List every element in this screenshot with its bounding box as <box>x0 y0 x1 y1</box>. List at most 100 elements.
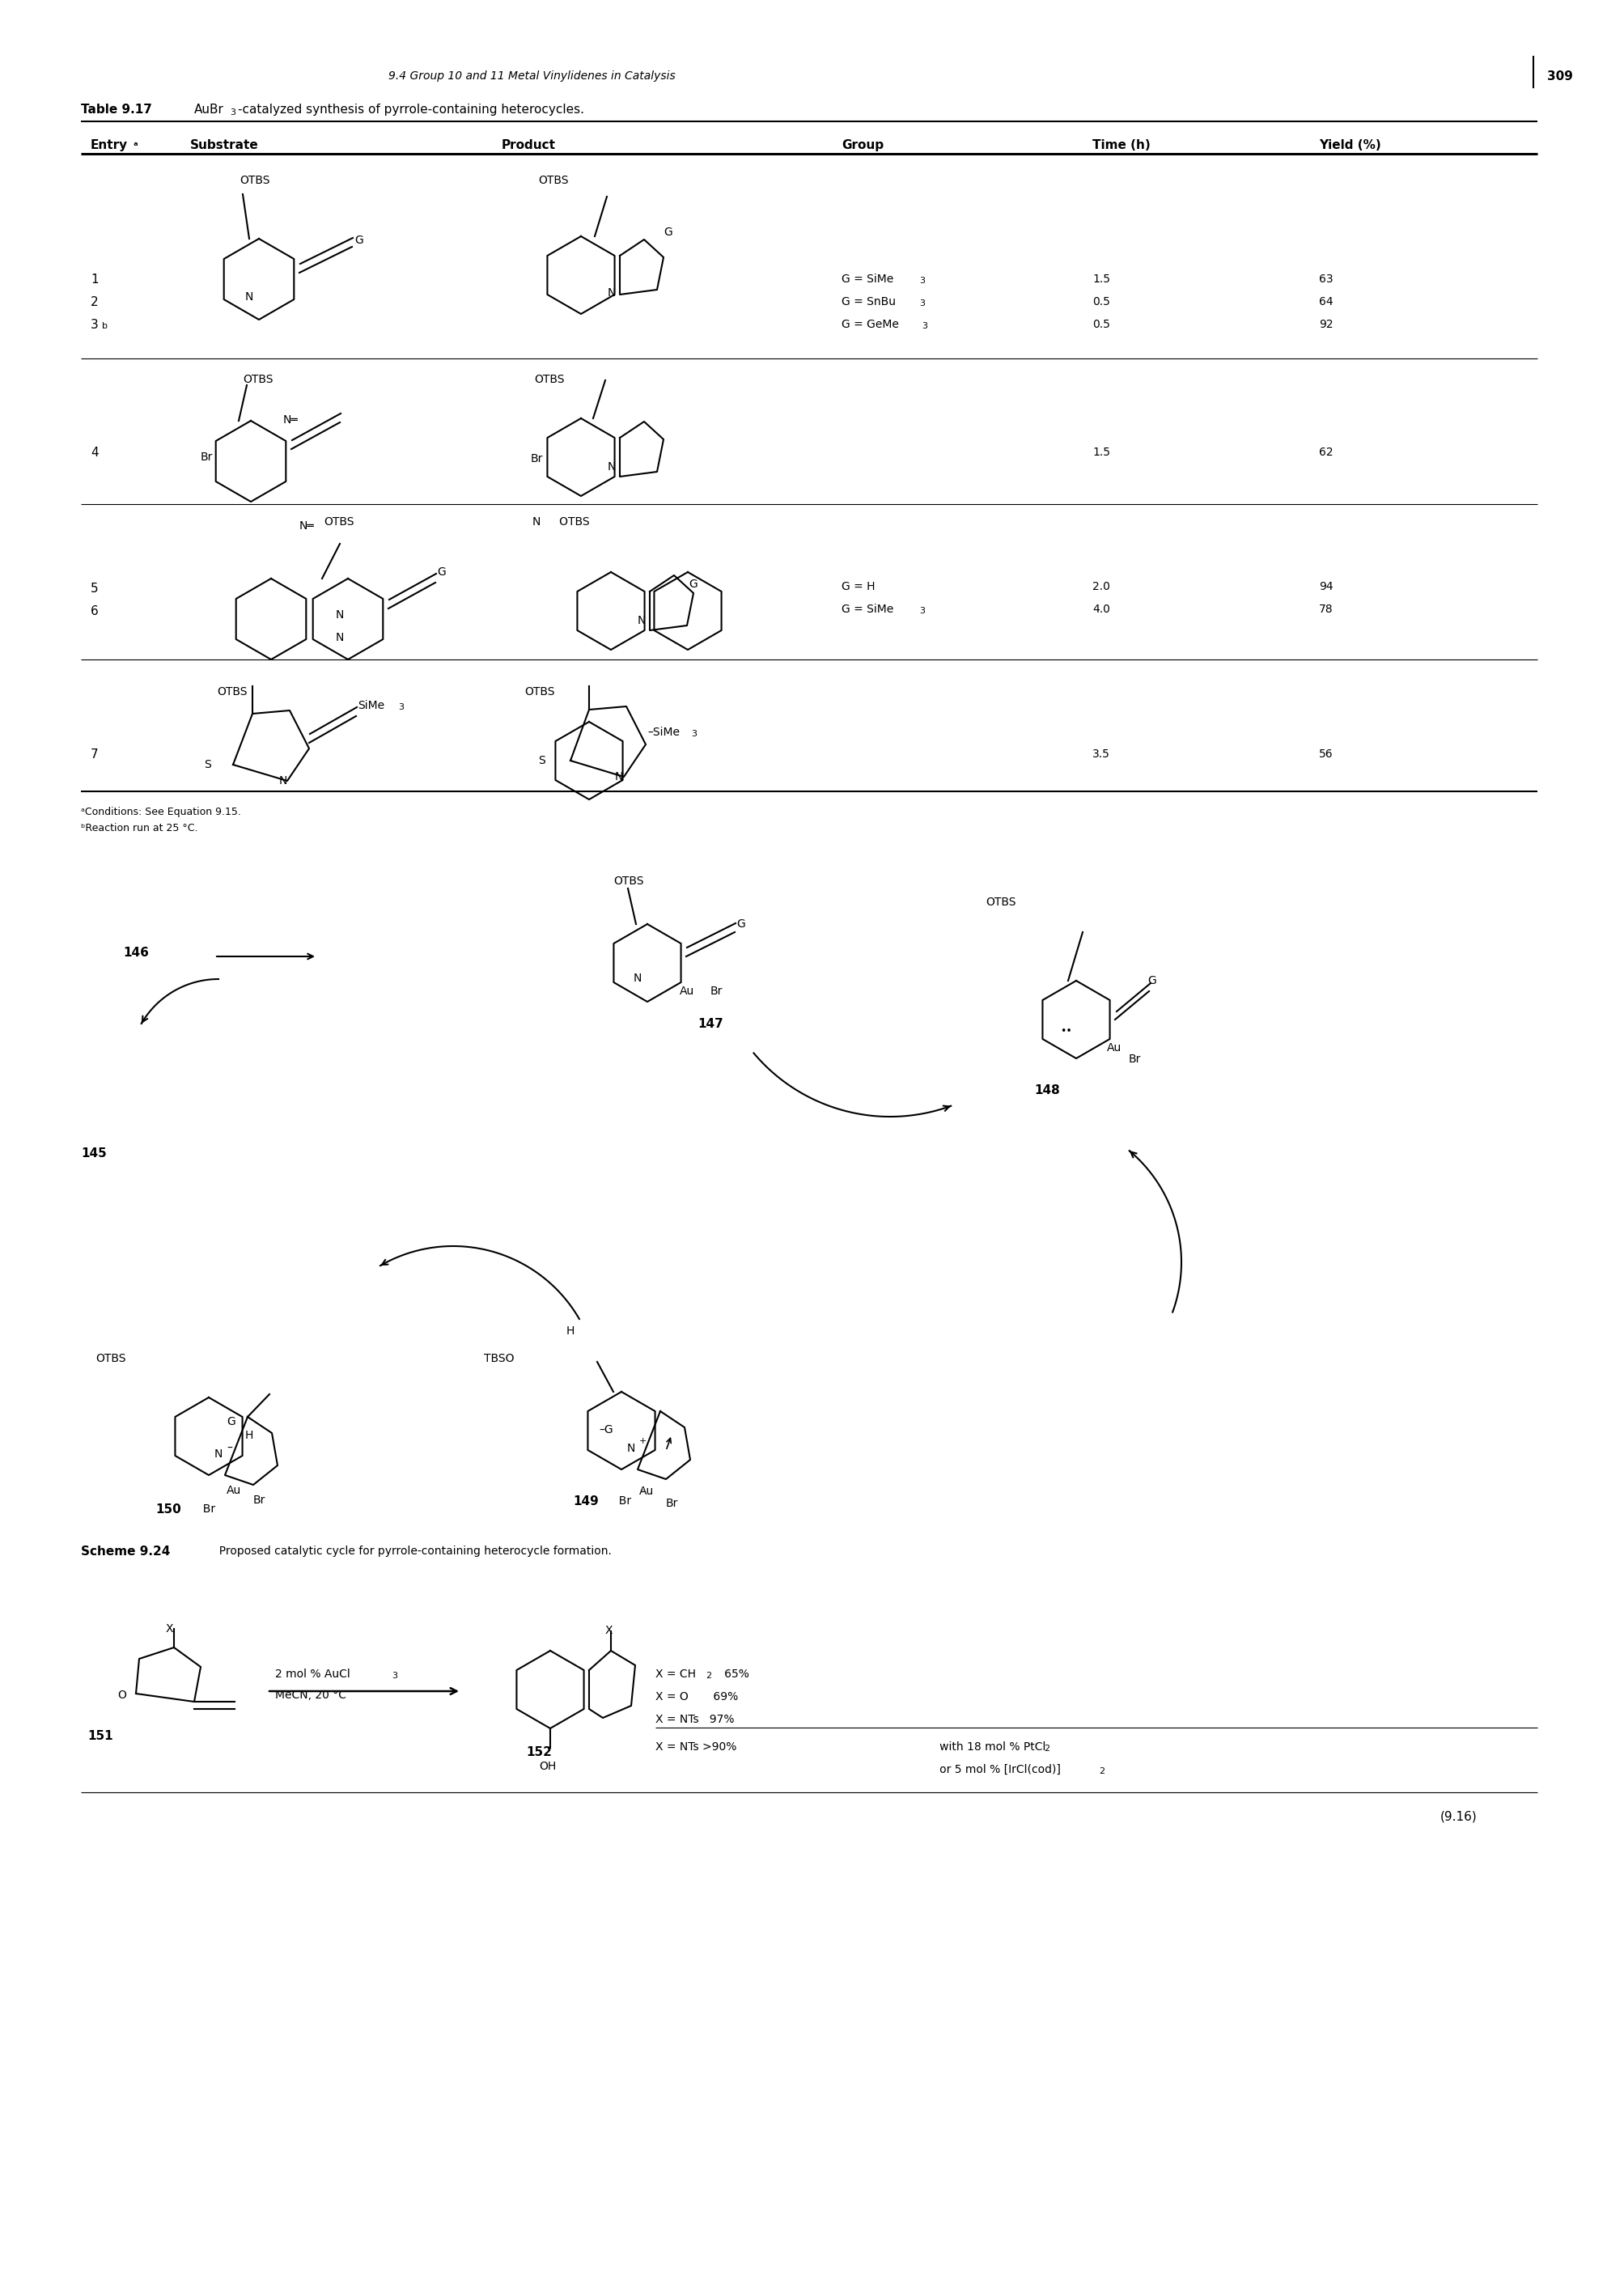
Text: 65%: 65% <box>713 1668 749 1679</box>
Text: SiMe: SiMe <box>357 700 385 711</box>
Text: OTBS: OTBS <box>239 174 270 186</box>
Text: Group: Group <box>841 140 883 151</box>
Text: Yield (%): Yield (%) <box>1319 140 1380 151</box>
Text: 1.5: 1.5 <box>1091 447 1109 459</box>
Text: Time (h): Time (h) <box>1091 140 1150 151</box>
Text: N: N <box>336 631 344 642</box>
Text: N: N <box>279 775 287 787</box>
Text: X: X <box>166 1624 174 1636</box>
Text: G: G <box>736 918 745 929</box>
Text: G = SiMe: G = SiMe <box>841 273 893 284</box>
Text: 78: 78 <box>1319 603 1333 615</box>
Text: N: N <box>627 1443 635 1454</box>
Text: Br: Br <box>666 1498 679 1509</box>
Text: X = NTs   97%: X = NTs 97% <box>654 1714 734 1725</box>
Text: G: G <box>1147 975 1156 986</box>
Text: ᵇReaction run at 25 °C.: ᵇReaction run at 25 °C. <box>81 824 198 833</box>
Text: Substrate: Substrate <box>190 140 258 151</box>
Text: 9.4 Group 10 and 11 Metal Vinylidenes in Catalysis: 9.4 Group 10 and 11 Metal Vinylidenes in… <box>388 71 676 83</box>
Text: Br: Br <box>253 1493 266 1505</box>
Text: ⁻: ⁻ <box>638 1487 645 1498</box>
Text: H: H <box>245 1429 253 1441</box>
Text: with 18 mol % PtCl: with 18 mol % PtCl <box>929 1741 1046 1753</box>
Text: Entry: Entry <box>91 140 128 151</box>
Text: G: G <box>663 227 672 239</box>
Text: N: N <box>607 287 615 298</box>
Text: N: N <box>245 291 253 303</box>
Text: G = H: G = H <box>841 580 875 592</box>
Text: Au: Au <box>679 986 693 998</box>
Text: 92: 92 <box>1319 319 1333 330</box>
Text: 64: 64 <box>1319 296 1333 307</box>
Text: or 5 mol % [IrCl(cod)]: or 5 mol % [IrCl(cod)] <box>929 1764 1060 1776</box>
Text: N: N <box>614 771 624 782</box>
Text: 63: 63 <box>1319 273 1333 284</box>
Text: X = CH: X = CH <box>654 1668 695 1679</box>
Text: N: N <box>214 1448 222 1459</box>
Text: 151: 151 <box>88 1730 114 1741</box>
Text: N: N <box>533 516 541 528</box>
Text: ᵃ: ᵃ <box>133 140 138 151</box>
Text: OTBS: OTBS <box>538 174 568 186</box>
Text: 150: 150 <box>156 1503 180 1516</box>
Text: Proposed catalytic cycle for pyrrole-containing heterocycle formation.: Proposed catalytic cycle for pyrrole-con… <box>211 1546 611 1558</box>
Text: H: H <box>567 1326 575 1337</box>
Text: 3: 3 <box>398 704 404 711</box>
Text: G: G <box>226 1415 235 1427</box>
Text: 3: 3 <box>690 729 697 739</box>
Text: Br: Br <box>531 454 542 463</box>
Text: O: O <box>117 1691 127 1700</box>
Text: OTBS: OTBS <box>986 897 1015 908</box>
Text: 2: 2 <box>91 296 99 307</box>
Text: 7: 7 <box>91 748 99 762</box>
Text: G = SnBu: G = SnBu <box>841 296 895 307</box>
Text: OTBS: OTBS <box>549 516 590 528</box>
Text: 2.0: 2.0 <box>1091 580 1109 592</box>
Text: 2: 2 <box>705 1672 711 1679</box>
Text: 149: 149 <box>573 1496 598 1507</box>
Text: –: – <box>226 1443 232 1454</box>
Text: TBSO: TBSO <box>484 1353 513 1365</box>
Text: N: N <box>336 610 344 622</box>
Text: 145: 145 <box>81 1147 107 1158</box>
Text: 3: 3 <box>919 608 924 615</box>
Text: X = NTs >90%: X = NTs >90% <box>654 1741 736 1753</box>
Text: G: G <box>354 234 362 245</box>
Text: 146: 146 <box>123 947 149 959</box>
Text: G = SiMe: G = SiMe <box>841 603 893 615</box>
Text: N═: N═ <box>283 415 299 427</box>
Text: 4.0: 4.0 <box>1091 603 1109 615</box>
Text: Product: Product <box>502 140 555 151</box>
Text: MeCN, 20 °C: MeCN, 20 °C <box>274 1691 346 1700</box>
Text: Br: Br <box>201 452 213 463</box>
Text: 309: 309 <box>1546 71 1572 83</box>
Text: G: G <box>437 567 445 578</box>
Text: Scheme 9.24: Scheme 9.24 <box>81 1546 171 1558</box>
Text: Br: Br <box>197 1503 216 1514</box>
Text: Au: Au <box>638 1487 654 1498</box>
Text: b: b <box>102 321 107 330</box>
Text: 147: 147 <box>697 1019 723 1030</box>
Text: S: S <box>203 759 211 771</box>
Text: OTBS: OTBS <box>323 516 354 528</box>
Text: 3: 3 <box>91 319 99 330</box>
Text: Br: Br <box>611 1496 632 1507</box>
Text: Br: Br <box>710 986 723 998</box>
Text: OTBS: OTBS <box>534 374 564 385</box>
Text: OTBS: OTBS <box>525 686 554 697</box>
Text: –G: –G <box>599 1425 612 1436</box>
Text: 148: 148 <box>1033 1085 1059 1097</box>
Text: 3: 3 <box>391 1672 398 1679</box>
Text: X = O       69%: X = O 69% <box>654 1691 737 1702</box>
Text: Au: Au <box>1106 1041 1121 1053</box>
Text: 5: 5 <box>91 583 99 594</box>
Text: 3: 3 <box>919 278 924 284</box>
Text: 2: 2 <box>1098 1766 1104 1776</box>
Text: OTBS: OTBS <box>242 374 273 385</box>
Text: OTBS: OTBS <box>96 1353 125 1365</box>
Text: G: G <box>689 578 697 590</box>
Text: 4: 4 <box>91 447 99 459</box>
Text: (9.16): (9.16) <box>1439 1810 1476 1824</box>
Text: N═: N═ <box>299 521 315 532</box>
Text: 0.5: 0.5 <box>1091 319 1109 330</box>
